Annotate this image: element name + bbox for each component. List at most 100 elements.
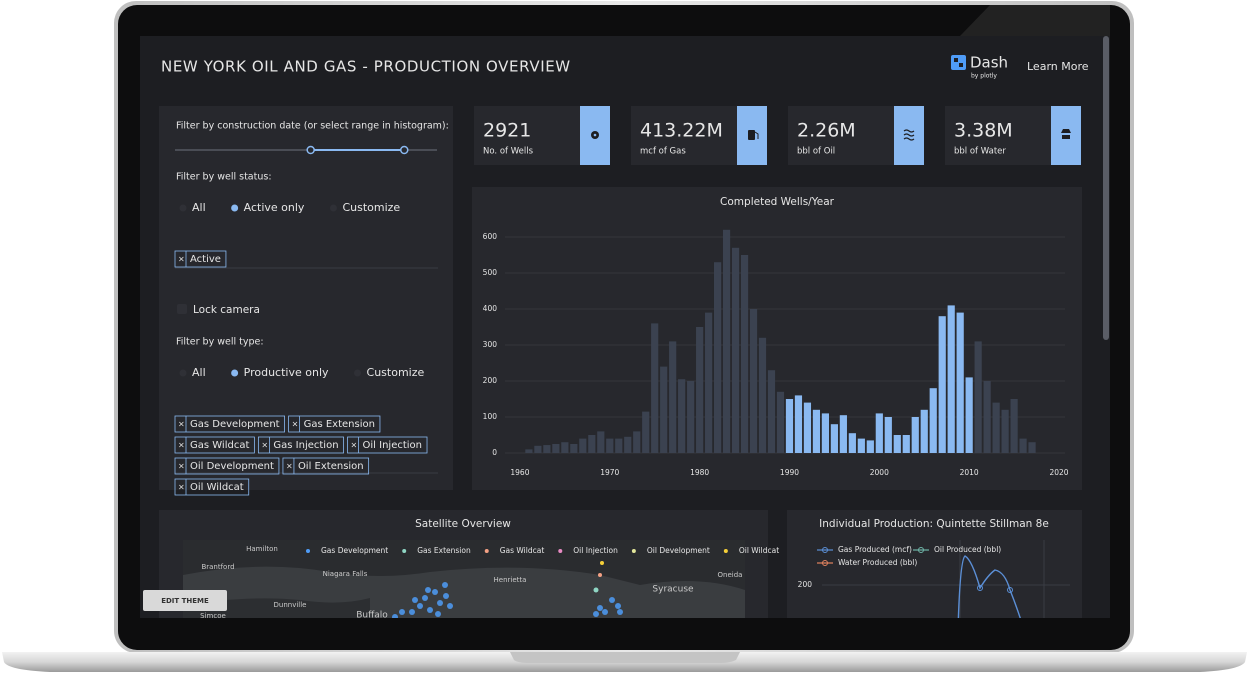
bar[interactable]: [1001, 409, 1009, 453]
bar[interactable]: [696, 327, 704, 453]
bar[interactable]: [866, 440, 874, 453]
bar[interactable]: [767, 370, 776, 453]
tag-remove[interactable]: ×: [178, 420, 185, 429]
tag[interactable]: Gas Wildcat ×: [174, 436, 255, 454]
bar[interactable]: [731, 247, 740, 453]
bar[interactable]: [740, 255, 749, 453]
edit-theme-button[interactable]: [143, 590, 227, 611]
bar[interactable]: [1028, 442, 1036, 453]
slider-handle[interactable]: [400, 145, 409, 155]
tag-remove[interactable]: ×: [178, 483, 185, 492]
tag-remove[interactable]: ×: [261, 441, 268, 450]
bar[interactable]: [1010, 399, 1018, 453]
bar[interactable]: [983, 381, 991, 453]
tag[interactable]: Oil Extension ×: [282, 457, 370, 475]
bar[interactable]: [794, 395, 803, 453]
bar[interactable]: [992, 402, 1000, 453]
radio[interactable]: [231, 369, 239, 377]
radio-label[interactable]: All: [192, 201, 206, 214]
bar[interactable]: [785, 399, 794, 453]
bar[interactable]: [857, 438, 865, 453]
bar[interactable]: [588, 435, 596, 453]
tag-remove[interactable]: ×: [286, 462, 293, 471]
edit-theme-label[interactable]: EDIT THEME: [161, 597, 209, 605]
bar[interactable]: [678, 379, 686, 453]
bar[interactable]: [965, 377, 973, 453]
radio-label[interactable]: All: [192, 366, 206, 379]
bar[interactable]: [624, 436, 632, 453]
bar[interactable]: [534, 445, 542, 453]
bar[interactable]: [615, 438, 623, 453]
radio[interactable]: [179, 369, 187, 377]
radio[interactable]: [231, 204, 239, 212]
bar[interactable]: [561, 442, 569, 453]
radio-label[interactable]: Active only: [244, 201, 305, 214]
map-point: [447, 603, 453, 609]
tag[interactable]: Oil Development ×: [174, 457, 280, 475]
radio[interactable]: [179, 204, 187, 212]
bar[interactable]: [722, 229, 731, 453]
bar[interactable]: [713, 262, 722, 453]
bar[interactable]: [597, 431, 605, 453]
bar[interactable]: [660, 366, 668, 453]
bar[interactable]: [830, 424, 838, 453]
tag[interactable]: Gas Extension ×: [288, 415, 381, 433]
bar[interactable]: [911, 417, 919, 453]
bar[interactable]: [651, 323, 659, 453]
bar[interactable]: [570, 444, 578, 453]
bar[interactable]: [606, 438, 614, 453]
tag-box: [174, 436, 255, 454]
bar[interactable]: [875, 413, 883, 453]
tag[interactable]: Oil Wildcat ×: [174, 478, 250, 496]
bar[interactable]: [821, 413, 830, 453]
bar[interactable]: [525, 449, 533, 453]
bar[interactable]: [633, 431, 641, 453]
radio-label[interactable]: Customize: [367, 366, 425, 379]
learn-more-link[interactable]: Learn More: [1027, 60, 1089, 73]
bar[interactable]: [803, 402, 812, 453]
radio[interactable]: [354, 369, 362, 377]
tag-remove[interactable]: ×: [178, 462, 185, 471]
bar[interactable]: [920, 409, 928, 453]
bar[interactable]: [812, 409, 821, 453]
tag[interactable]: Gas Development ×: [174, 415, 285, 433]
bar[interactable]: [839, 415, 847, 453]
bar[interactable]: [974, 341, 982, 453]
bar[interactable]: [1019, 438, 1027, 453]
radio-label[interactable]: Customize: [342, 201, 400, 214]
tag-box: [174, 478, 250, 496]
tag[interactable]: Oil Injection ×: [347, 436, 428, 454]
bar[interactable]: [947, 305, 955, 453]
bar[interactable]: [579, 438, 587, 453]
tag-label: Gas Extension: [304, 419, 375, 430]
bar[interactable]: [669, 341, 677, 453]
checkbox[interactable]: [177, 304, 187, 314]
slider-handle[interactable]: [306, 145, 315, 155]
tag-remove[interactable]: ×: [292, 420, 299, 429]
map-legend-dot: [631, 549, 636, 553]
stat-icon: [903, 129, 915, 133]
radio[interactable]: [329, 204, 337, 212]
bar[interactable]: [749, 309, 758, 453]
bar[interactable]: [902, 435, 910, 453]
bar[interactable]: [776, 391, 785, 453]
tag-remove[interactable]: ×: [178, 255, 185, 264]
tag-remove[interactable]: ×: [178, 441, 185, 450]
tag[interactable]: Gas Injection ×: [257, 436, 344, 454]
y-tick-label: 300: [483, 340, 498, 349]
radio-label[interactable]: Productive only: [244, 366, 329, 379]
bar[interactable]: [893, 435, 901, 453]
bar[interactable]: [848, 433, 856, 453]
bar[interactable]: [642, 411, 650, 453]
bar[interactable]: [938, 316, 946, 453]
bar[interactable]: [758, 337, 767, 453]
bar[interactable]: [956, 312, 964, 453]
bar[interactable]: [929, 388, 937, 453]
tag-remove[interactable]: ×: [351, 441, 358, 450]
bar[interactable]: [884, 417, 892, 453]
bar[interactable]: [552, 444, 560, 453]
bar[interactable]: [705, 312, 713, 453]
tag[interactable]: Active ×: [174, 250, 227, 268]
bar[interactable]: [543, 445, 551, 453]
bar[interactable]: [687, 381, 695, 453]
